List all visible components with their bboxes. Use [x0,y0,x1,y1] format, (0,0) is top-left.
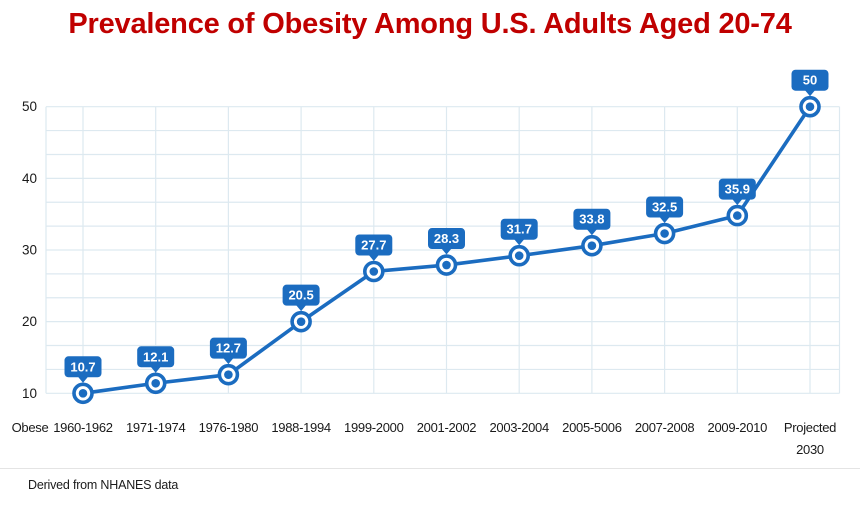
y-axis-tick-label: 20 [22,314,37,329]
data-label-value: 12.7 [216,341,241,356]
x-axis-category-label: 1960-1962 [53,420,113,435]
y-axis-labels: 10 20 30 40 50 [22,99,37,401]
gridlines [45,106,841,394]
data-point-marker [508,244,531,267]
data-point-marker [435,254,458,276]
x-axis-labels: Obese 1960-1962 1971-1974 1976-1980 1988-199… [12,420,837,457]
data-point-marker [362,260,385,283]
y-axis-tick-label: 40 [22,171,37,186]
data-label-callout: 27.7 [355,234,393,261]
data-label-value: 27.7 [361,237,386,252]
data-point-marker [290,310,312,333]
y-axis-tick-label: 30 [22,243,37,258]
source-note: Derived from NHANES data [28,478,179,492]
data-label-callout: 50 [791,69,829,97]
marker-center [514,251,524,261]
callout-box [355,234,393,256]
data-point-markers [72,95,821,405]
marker-center [442,260,451,270]
data-label-value: 10.7 [70,359,95,374]
marker-center [224,370,233,379]
x-axis-category-label: 2009-2010 [708,420,768,435]
data-label-value: 12.1 [143,349,168,364]
marker-center [660,229,669,238]
x-axis-category-label: 1999-2000 [344,420,404,435]
callout-box [137,346,175,368]
data-label-callouts: 10.7 12.1 12.7 20.5 27.7 28.3 31.7 33.8 32.5 35.9… [64,69,829,383]
callout-box [718,178,756,200]
data-label-callout: 32.5 [646,196,684,224]
data-point-marker [72,382,94,405]
callout-box [646,196,684,218]
data-label-callout: 10.7 [64,356,102,383]
callout-box [791,69,829,91]
y-axis-tick-label: 10 [22,386,37,401]
callout-pointer [223,358,234,365]
chart-title: Prevalence of Obesity Among U.S. Adults … [68,8,792,40]
callout-pointer [732,199,743,206]
data-point-marker [581,234,603,257]
data-label-value: 28.3 [434,231,459,246]
data-label-callout: 20.5 [282,284,320,312]
data-point-marker [799,95,821,118]
marker-center [805,102,815,111]
callout-box [500,218,538,240]
data-point-marker [144,372,167,395]
x-axis-category-label: 1988-1994 [271,420,331,435]
x-axis-category-label: 2007-2008 [635,420,695,435]
data-label-callout: 28.3 [428,228,465,255]
callout-pointer [514,239,525,246]
callout-box [64,356,102,378]
data-label-value: 33.8 [579,212,604,227]
data-label-callout: 33.8 [573,208,611,236]
callout-box [282,284,320,306]
data-label-value: 35.9 [725,182,750,197]
callout-pointer [78,376,88,383]
data-point-marker [653,222,676,245]
data-point-marker [726,204,749,227]
callout-pointer [150,366,161,373]
y-axis-tick-label: 50 [22,99,37,114]
x-axis-category-label: 2030 [796,442,824,457]
data-label-callout: 12.7 [209,337,247,365]
callout-pointer [586,229,597,236]
x-axis-category-label: 2001-2002 [417,420,477,435]
callout-pointer [368,254,379,261]
x-axis-category-label: 2005-5006 [562,420,622,435]
marker-center [733,211,742,220]
x-axis-category-label: 1976-1980 [199,420,259,435]
data-label-value: 20.5 [288,288,313,303]
x-axis-category-label: 2003-2004 [489,420,549,435]
callout-pointer [441,248,452,255]
marker-center [369,267,379,276]
footer-divider [0,468,860,469]
data-label-callout: 35.9 [718,178,756,206]
data-point-marker [217,363,240,386]
callout-box [573,208,611,230]
callout-pointer [659,217,670,224]
callout-box [428,228,465,250]
callout-box [209,337,247,359]
callout-pointer [296,305,307,312]
data-label-callout: 12.1 [137,346,175,373]
callout-pointer [805,90,815,97]
series-label: Obese [12,420,49,435]
data-label-value: 32.5 [652,200,677,215]
data-label-callout: 31.7 [500,218,538,246]
x-axis-category-label: 1971-1974 [126,420,186,435]
marker-center [78,389,88,398]
marker-center [587,241,597,251]
data-label-value: 50 [803,73,817,88]
marker-center [296,317,306,326]
marker-center [151,378,160,388]
data-label-value: 31.7 [507,222,532,237]
x-axis-category-label: Projected [784,420,836,435]
